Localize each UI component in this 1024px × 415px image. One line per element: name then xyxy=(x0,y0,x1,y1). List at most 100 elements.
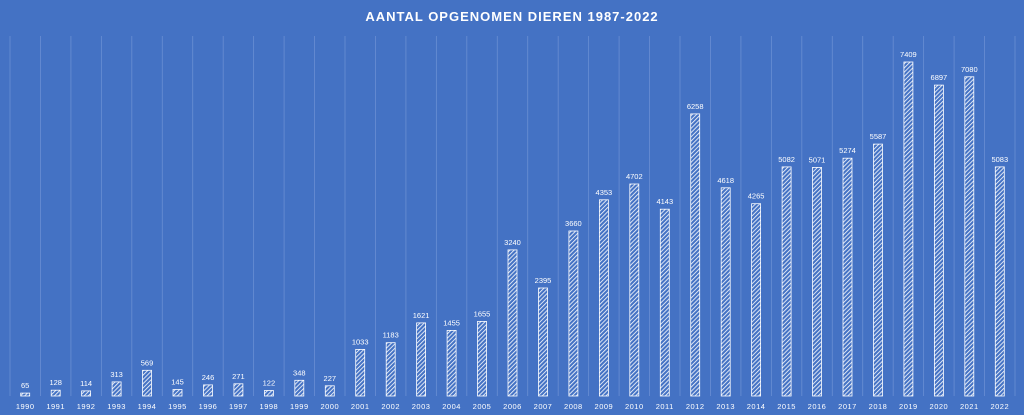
bar-2001 xyxy=(355,348,366,397)
data-label-2004: 1455 xyxy=(443,318,460,327)
bar-2012 xyxy=(690,113,701,397)
data-labels: 65 128 114 313 569 145 246 271 122 348 227 1033 1183… xyxy=(21,50,1008,390)
bar-2015 xyxy=(781,166,792,397)
data-label-1993: 313 xyxy=(110,370,123,379)
data-label-1999: 348 xyxy=(293,368,306,377)
bar-1991 xyxy=(50,389,61,397)
x-tick-1995: 1995 xyxy=(168,402,187,411)
x-tick-1996: 1996 xyxy=(199,402,218,411)
x-tick-2019: 2019 xyxy=(899,402,918,411)
bar-2004 xyxy=(446,329,457,397)
data-label-2009: 4353 xyxy=(596,188,613,197)
data-label-2005: 1655 xyxy=(474,309,491,318)
data-label-2007: 2395 xyxy=(535,276,552,285)
data-label-1991: 128 xyxy=(49,378,62,387)
data-label-2008: 3660 xyxy=(565,219,582,228)
bars xyxy=(20,61,1005,397)
data-label-1996: 246 xyxy=(202,373,215,382)
data-label-2015: 5082 xyxy=(778,155,795,164)
gridlines xyxy=(9,36,1016,396)
x-tick-2009: 2009 xyxy=(595,402,614,411)
bar-2011 xyxy=(659,208,670,397)
bar-1996 xyxy=(203,384,213,397)
bar-2016 xyxy=(812,166,822,397)
bar-1992 xyxy=(81,390,91,397)
data-label-1997: 271 xyxy=(232,372,245,381)
data-label-2018: 5587 xyxy=(870,132,887,141)
bar-2007 xyxy=(538,287,548,397)
x-tick-2007: 2007 xyxy=(534,402,553,411)
x-tick-2000: 2000 xyxy=(320,402,339,411)
x-tick-2008: 2008 xyxy=(564,402,583,411)
data-label-2019: 7409 xyxy=(900,50,917,59)
data-label-2012: 6258 xyxy=(687,102,704,111)
bar-1993 xyxy=(111,381,122,397)
data-label-2011: 4143 xyxy=(656,197,673,206)
bar-2003 xyxy=(416,322,427,397)
bar-2000 xyxy=(324,385,335,397)
data-label-2003: 1621 xyxy=(413,311,430,320)
x-tick-2015: 2015 xyxy=(777,402,796,411)
data-label-2013: 4618 xyxy=(717,176,734,185)
data-label-1994: 569 xyxy=(141,358,154,367)
x-tick-2017: 2017 xyxy=(838,402,857,411)
data-label-2016: 5071 xyxy=(809,155,826,164)
data-label-2021: 7080 xyxy=(961,65,978,74)
bar-1997 xyxy=(233,383,244,397)
x-tick-1992: 1992 xyxy=(77,402,96,411)
x-tick-2014: 2014 xyxy=(747,402,766,411)
data-label-2001: 1033 xyxy=(352,337,369,346)
bar-1995 xyxy=(172,389,183,397)
x-tick-2011: 2011 xyxy=(656,402,674,411)
bar-2022 xyxy=(994,166,1005,397)
bar-2006 xyxy=(507,249,518,397)
x-axis-ticks: 1990 1991 1992 1993 1994 1995 1996 1997 1998 1999… xyxy=(16,402,1009,411)
x-tick-1991: 1991 xyxy=(46,402,65,411)
bar-2014 xyxy=(751,203,761,397)
bar-2018 xyxy=(873,143,883,397)
data-label-1990: 65 xyxy=(21,381,29,390)
data-label-1992: 114 xyxy=(80,379,92,388)
data-label-2022: 5083 xyxy=(991,155,1008,164)
x-tick-2012: 2012 xyxy=(686,402,705,411)
x-tick-2018: 2018 xyxy=(869,402,888,411)
x-tick-1993: 1993 xyxy=(107,402,126,411)
data-label-2014: 4265 xyxy=(748,192,765,201)
x-tick-1999: 1999 xyxy=(290,402,309,411)
x-tick-1990: 1990 xyxy=(16,402,35,411)
bar-2019 xyxy=(903,61,914,397)
x-tick-2010: 2010 xyxy=(625,402,644,411)
x-tick-2003: 2003 xyxy=(412,402,431,411)
data-label-2017: 5274 xyxy=(839,146,856,155)
bar-2021 xyxy=(964,76,975,397)
bar-2020 xyxy=(934,84,944,397)
bar-2017 xyxy=(842,157,853,397)
bar-1994 xyxy=(142,369,152,397)
bar-2002 xyxy=(385,342,396,397)
bar-2013 xyxy=(720,187,731,397)
x-tick-1998: 1998 xyxy=(260,402,279,411)
x-tick-2006: 2006 xyxy=(503,402,522,411)
chart-title: AANTAL OPGENOMEN DIEREN 1987-2022 xyxy=(365,9,659,24)
data-label-2000: 227 xyxy=(324,374,337,383)
data-label-2010: 4702 xyxy=(626,172,643,181)
x-tick-2001: 2001 xyxy=(351,402,370,411)
bar-1999 xyxy=(294,379,305,397)
x-tick-1997: 1997 xyxy=(229,402,248,411)
x-tick-2020: 2020 xyxy=(930,402,949,411)
x-tick-2005: 2005 xyxy=(473,402,492,411)
data-label-2002: 1183 xyxy=(383,331,399,340)
data-label-2020: 6897 xyxy=(931,73,948,82)
bar-1998 xyxy=(263,390,274,397)
bar-2008 xyxy=(568,230,579,397)
x-tick-1994: 1994 xyxy=(138,402,157,411)
x-tick-2013: 2013 xyxy=(716,402,735,411)
bar-1990 xyxy=(20,392,31,397)
data-label-2006: 3240 xyxy=(504,238,521,247)
x-tick-2022: 2022 xyxy=(990,402,1009,411)
x-tick-2016: 2016 xyxy=(808,402,827,411)
bar-2010 xyxy=(629,183,640,397)
data-label-1995: 145 xyxy=(171,378,184,387)
data-label-1998: 122 xyxy=(263,379,276,388)
